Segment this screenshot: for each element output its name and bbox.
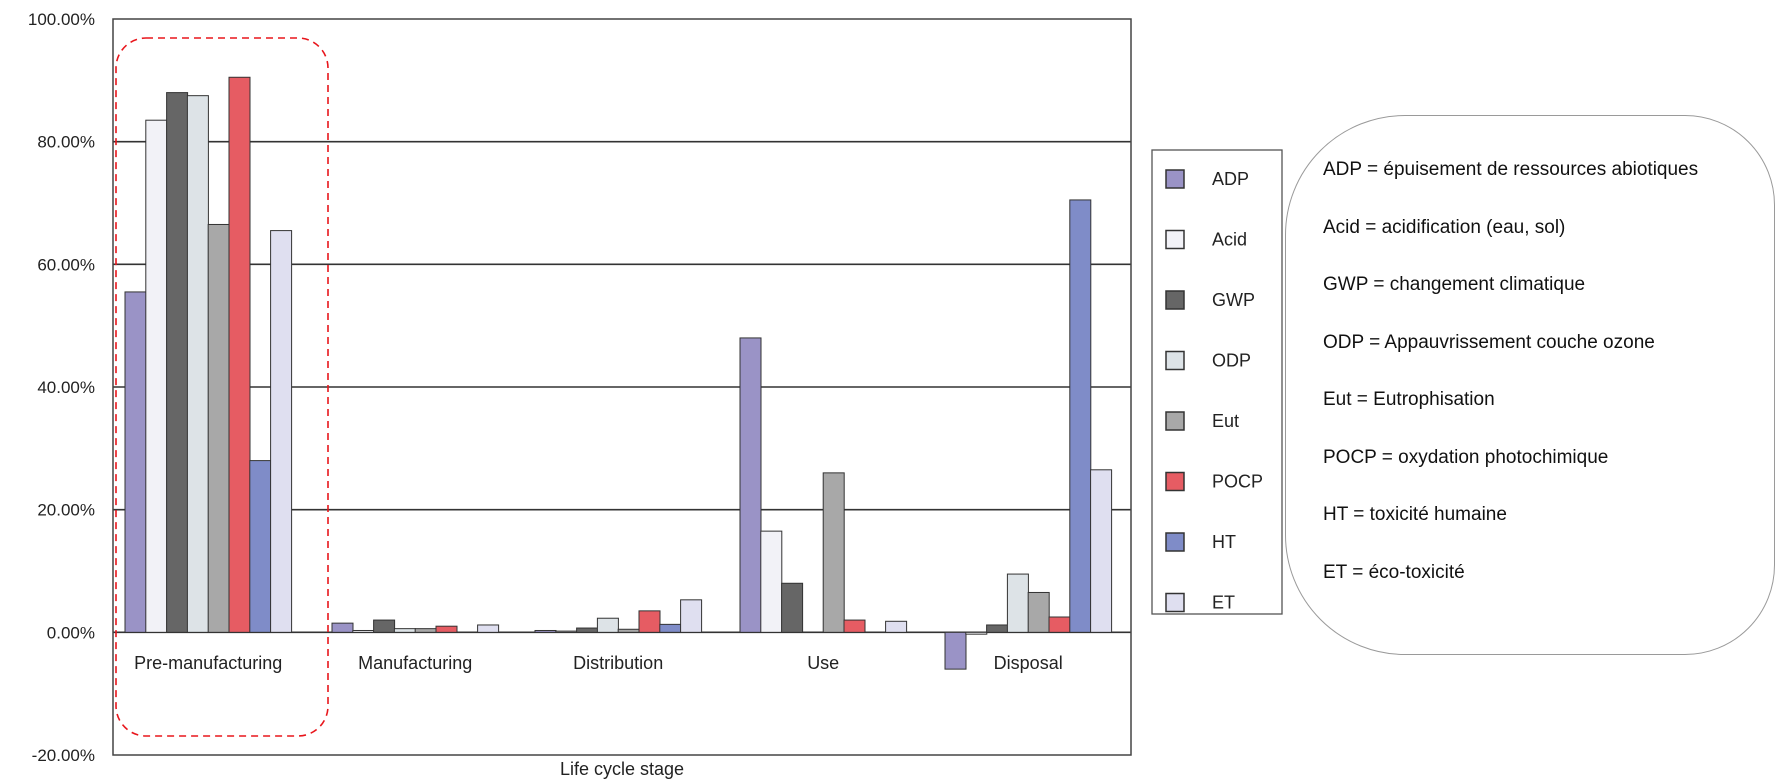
bar-manufacturing-odp (393, 628, 416, 633)
bar-manufacturing-eut (414, 628, 437, 633)
glossary-list: ADP = épuisement de ressources abiotique… (1323, 158, 1698, 618)
abbreviation-glossary-panel: ADP = épuisement de ressources abiotique… (1285, 115, 1775, 655)
y-axis-ticks: -20.00% 0.00% 20.00% 40.00% 60.00% 80.00% 100.… (28, 10, 95, 765)
bar-pre-manufacturing-pocp (228, 76, 251, 633)
glossary-item-et: ET = éco-toxicité (1323, 561, 1465, 583)
x-category-label-pre-manufacturing: Pre-manufacturing (134, 653, 282, 673)
legend-label-adp: ADP (1212, 169, 1249, 189)
legend-label-odp: ODP (1212, 351, 1251, 371)
bar-manufacturing-et (477, 624, 500, 633)
legend-label-eut: Eut (1212, 411, 1239, 431)
bars (124, 76, 1113, 670)
bar-distribution-ht (659, 623, 682, 633)
bar-disposal-adp (944, 631, 967, 670)
bar-manufacturing-gwp (373, 619, 396, 633)
bar-distribution-adp (534, 629, 557, 633)
bar-distribution-acid (555, 630, 578, 633)
bar-pre-manufacturing-acid (145, 119, 168, 633)
y-tick-label-80-00: 80.00% (37, 133, 95, 152)
legend-label-acid: Acid (1212, 230, 1247, 250)
bar-distribution-et (680, 599, 703, 633)
legend-swatch-eut (1165, 411, 1185, 431)
bar-pre-manufacturing-gwp (166, 92, 189, 633)
bar-disposal-ht (1069, 199, 1092, 633)
glossary-item-gwp: GWP = changement climatique (1323, 274, 1586, 295)
legend-swatch-et (1165, 592, 1185, 613)
y-tick-label-20-00: -20.00% (32, 746, 95, 765)
bar-disposal-odp (1006, 573, 1029, 633)
bar-pre-manufacturing-odp (186, 95, 209, 633)
bar-distribution-eut (617, 628, 640, 633)
legend-label-ht: HT (1212, 532, 1236, 552)
x-category-label-disposal: Disposal (994, 653, 1063, 673)
bar-disposal-eut (1027, 591, 1050, 633)
x-axis-categories: Pre-manufacturing Manufacturing Distributi… (134, 653, 1063, 673)
bar-manufacturing-pocp (435, 625, 458, 633)
x-axis-title: Life cycle stage (560, 759, 684, 779)
glossary-item-pocp: POCP = oxydation photochimique (1323, 446, 1609, 468)
bar-use-gwp (781, 582, 804, 633)
pre-manufacturing-highlight-box (115, 37, 329, 737)
bar-distribution-odp (596, 617, 619, 633)
y-tick-label-100-00: 100.00% (28, 10, 95, 29)
bar-use-et (885, 620, 908, 633)
bar-disposal-et (1090, 469, 1113, 633)
glossary-item-acid: Acid = acidification (eau, sol) (1323, 216, 1566, 238)
bar-use-acid (760, 530, 783, 633)
bar-manufacturing-adp (331, 622, 354, 633)
legend-label-pocp: POCP (1212, 472, 1263, 492)
bar-disposal-pocp (1048, 616, 1071, 633)
legend-swatch-acid (1165, 229, 1185, 250)
x-category-label-manufacturing: Manufacturing (358, 653, 472, 673)
legend: ADP Acid GWP ODP Eut POCP HT ET (1151, 149, 1283, 615)
plot-area-frame (112, 18, 1132, 756)
bar-manufacturing-acid (352, 629, 375, 633)
bar-pre-manufacturing-adp (124, 291, 147, 633)
legend-swatch-adp (1165, 169, 1185, 189)
legend-label-et: ET (1212, 593, 1235, 613)
glossary-item-ht: HT = toxicité humaine (1323, 504, 1507, 525)
legend-swatch-pocp (1165, 471, 1185, 492)
glossary-item-adp: ADP = épuisement de ressources abiotique… (1323, 159, 1699, 180)
y-tick-label-60-00: 60.00% (37, 255, 95, 274)
bar-disposal-acid (965, 631, 988, 635)
glossary-item-eut: Eut = Eutrophisation (1323, 389, 1495, 410)
bar-disposal-gwp (986, 624, 1009, 633)
y-tick-label-40-00: 40.00% (37, 378, 95, 397)
x-category-label-use: Use (807, 653, 839, 673)
bar-pre-manufacturing-ht (249, 460, 272, 633)
y-tick-label-20-00: 20.00% (37, 501, 95, 520)
glossary-item-odp: ODP = Appauvrissement couche ozone (1323, 331, 1655, 353)
bar-use-pocp (843, 619, 866, 633)
x-category-label-distribution: Distribution (573, 653, 663, 673)
bar-pre-manufacturing-et (270, 230, 293, 633)
bar-use-adp (739, 337, 762, 633)
legend-label-gwp: GWP (1212, 290, 1255, 310)
y-tick-label-0-00: 0.00% (47, 623, 95, 642)
legend-swatch-gwp (1165, 290, 1185, 310)
bar-distribution-gwp (576, 627, 599, 633)
legend-swatch-ht (1165, 532, 1185, 552)
bar-use-eut (822, 472, 845, 633)
bar-distribution-pocp (638, 610, 661, 633)
bar-pre-manufacturing-eut (207, 223, 230, 633)
legend-swatch-odp (1165, 350, 1185, 371)
